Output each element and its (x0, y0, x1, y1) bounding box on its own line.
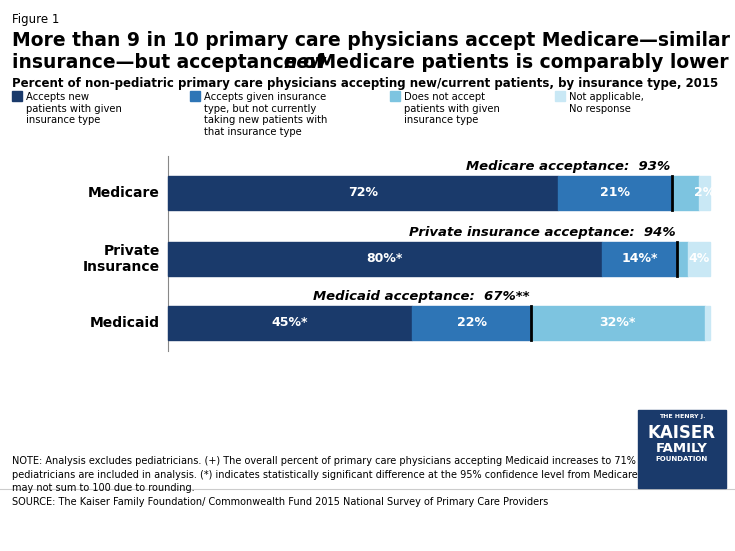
Text: 2%: 2% (694, 186, 715, 199)
Text: NOTE: Analysis excludes pediatricians. (+) The overall percent of primary care p: NOTE: Analysis excludes pediatricians. (… (12, 456, 707, 507)
Text: 22%: 22% (456, 316, 487, 329)
Bar (705, 306, 710, 340)
Text: FAMILY: FAMILY (656, 442, 708, 455)
Text: Private
Insurance: Private Insurance (83, 244, 160, 274)
Bar (190, 91, 200, 101)
Text: KAISER: KAISER (648, 424, 716, 442)
Bar (699, 176, 710, 210)
Text: 21%: 21% (600, 186, 630, 199)
Bar (531, 306, 705, 340)
Text: 32%*: 32%* (600, 316, 636, 329)
Bar (672, 176, 699, 210)
Bar (168, 306, 412, 340)
Bar (412, 306, 531, 340)
Text: 45%*: 45%* (272, 316, 308, 329)
Text: FOUNDATION: FOUNDATION (656, 456, 708, 462)
Bar (168, 176, 559, 210)
Text: THE HENRY J.: THE HENRY J. (659, 414, 706, 419)
Bar (638, 410, 726, 488)
Bar (12, 91, 22, 101)
Bar (555, 91, 565, 101)
Text: More than 9 in 10 primary care physicians accept Medicare—similar to private: More than 9 in 10 primary care physician… (12, 31, 735, 50)
Text: 72%: 72% (348, 186, 378, 199)
Text: 4%: 4% (689, 252, 710, 266)
Text: Medicaid: Medicaid (90, 316, 160, 330)
Bar (688, 242, 710, 276)
Text: Medicare patients is comparably lower: Medicare patients is comparably lower (311, 53, 728, 72)
Text: Medicare: Medicare (88, 186, 160, 200)
Text: Medicaid acceptance:  67%**: Medicaid acceptance: 67%** (312, 290, 529, 303)
Bar (559, 176, 672, 210)
Text: Not applicable,
No response: Not applicable, No response (569, 92, 644, 114)
Text: insurance—but acceptance of: insurance—but acceptance of (12, 53, 330, 72)
Text: new: new (283, 53, 326, 72)
Text: Accepts new
patients with given
insurance type: Accepts new patients with given insuranc… (26, 92, 122, 125)
Bar (678, 242, 688, 276)
Bar (602, 242, 678, 276)
Text: Accepts given insurance
type, but not currently
taking new patients with
that in: Accepts given insurance type, but not cu… (204, 92, 327, 137)
Text: 14%*: 14%* (621, 252, 658, 266)
Text: Percent of non-pediatric primary care physicians accepting new/current patients,: Percent of non-pediatric primary care ph… (12, 77, 718, 90)
Text: Figure 1: Figure 1 (12, 13, 60, 26)
Text: Does not accept
patients with given
insurance type: Does not accept patients with given insu… (404, 92, 500, 125)
Bar (168, 242, 602, 276)
Text: 80%*: 80%* (367, 252, 403, 266)
Text: Medicare acceptance:  93%: Medicare acceptance: 93% (466, 160, 670, 173)
Text: Private insurance acceptance:  94%: Private insurance acceptance: 94% (409, 226, 675, 239)
Bar (390, 91, 400, 101)
